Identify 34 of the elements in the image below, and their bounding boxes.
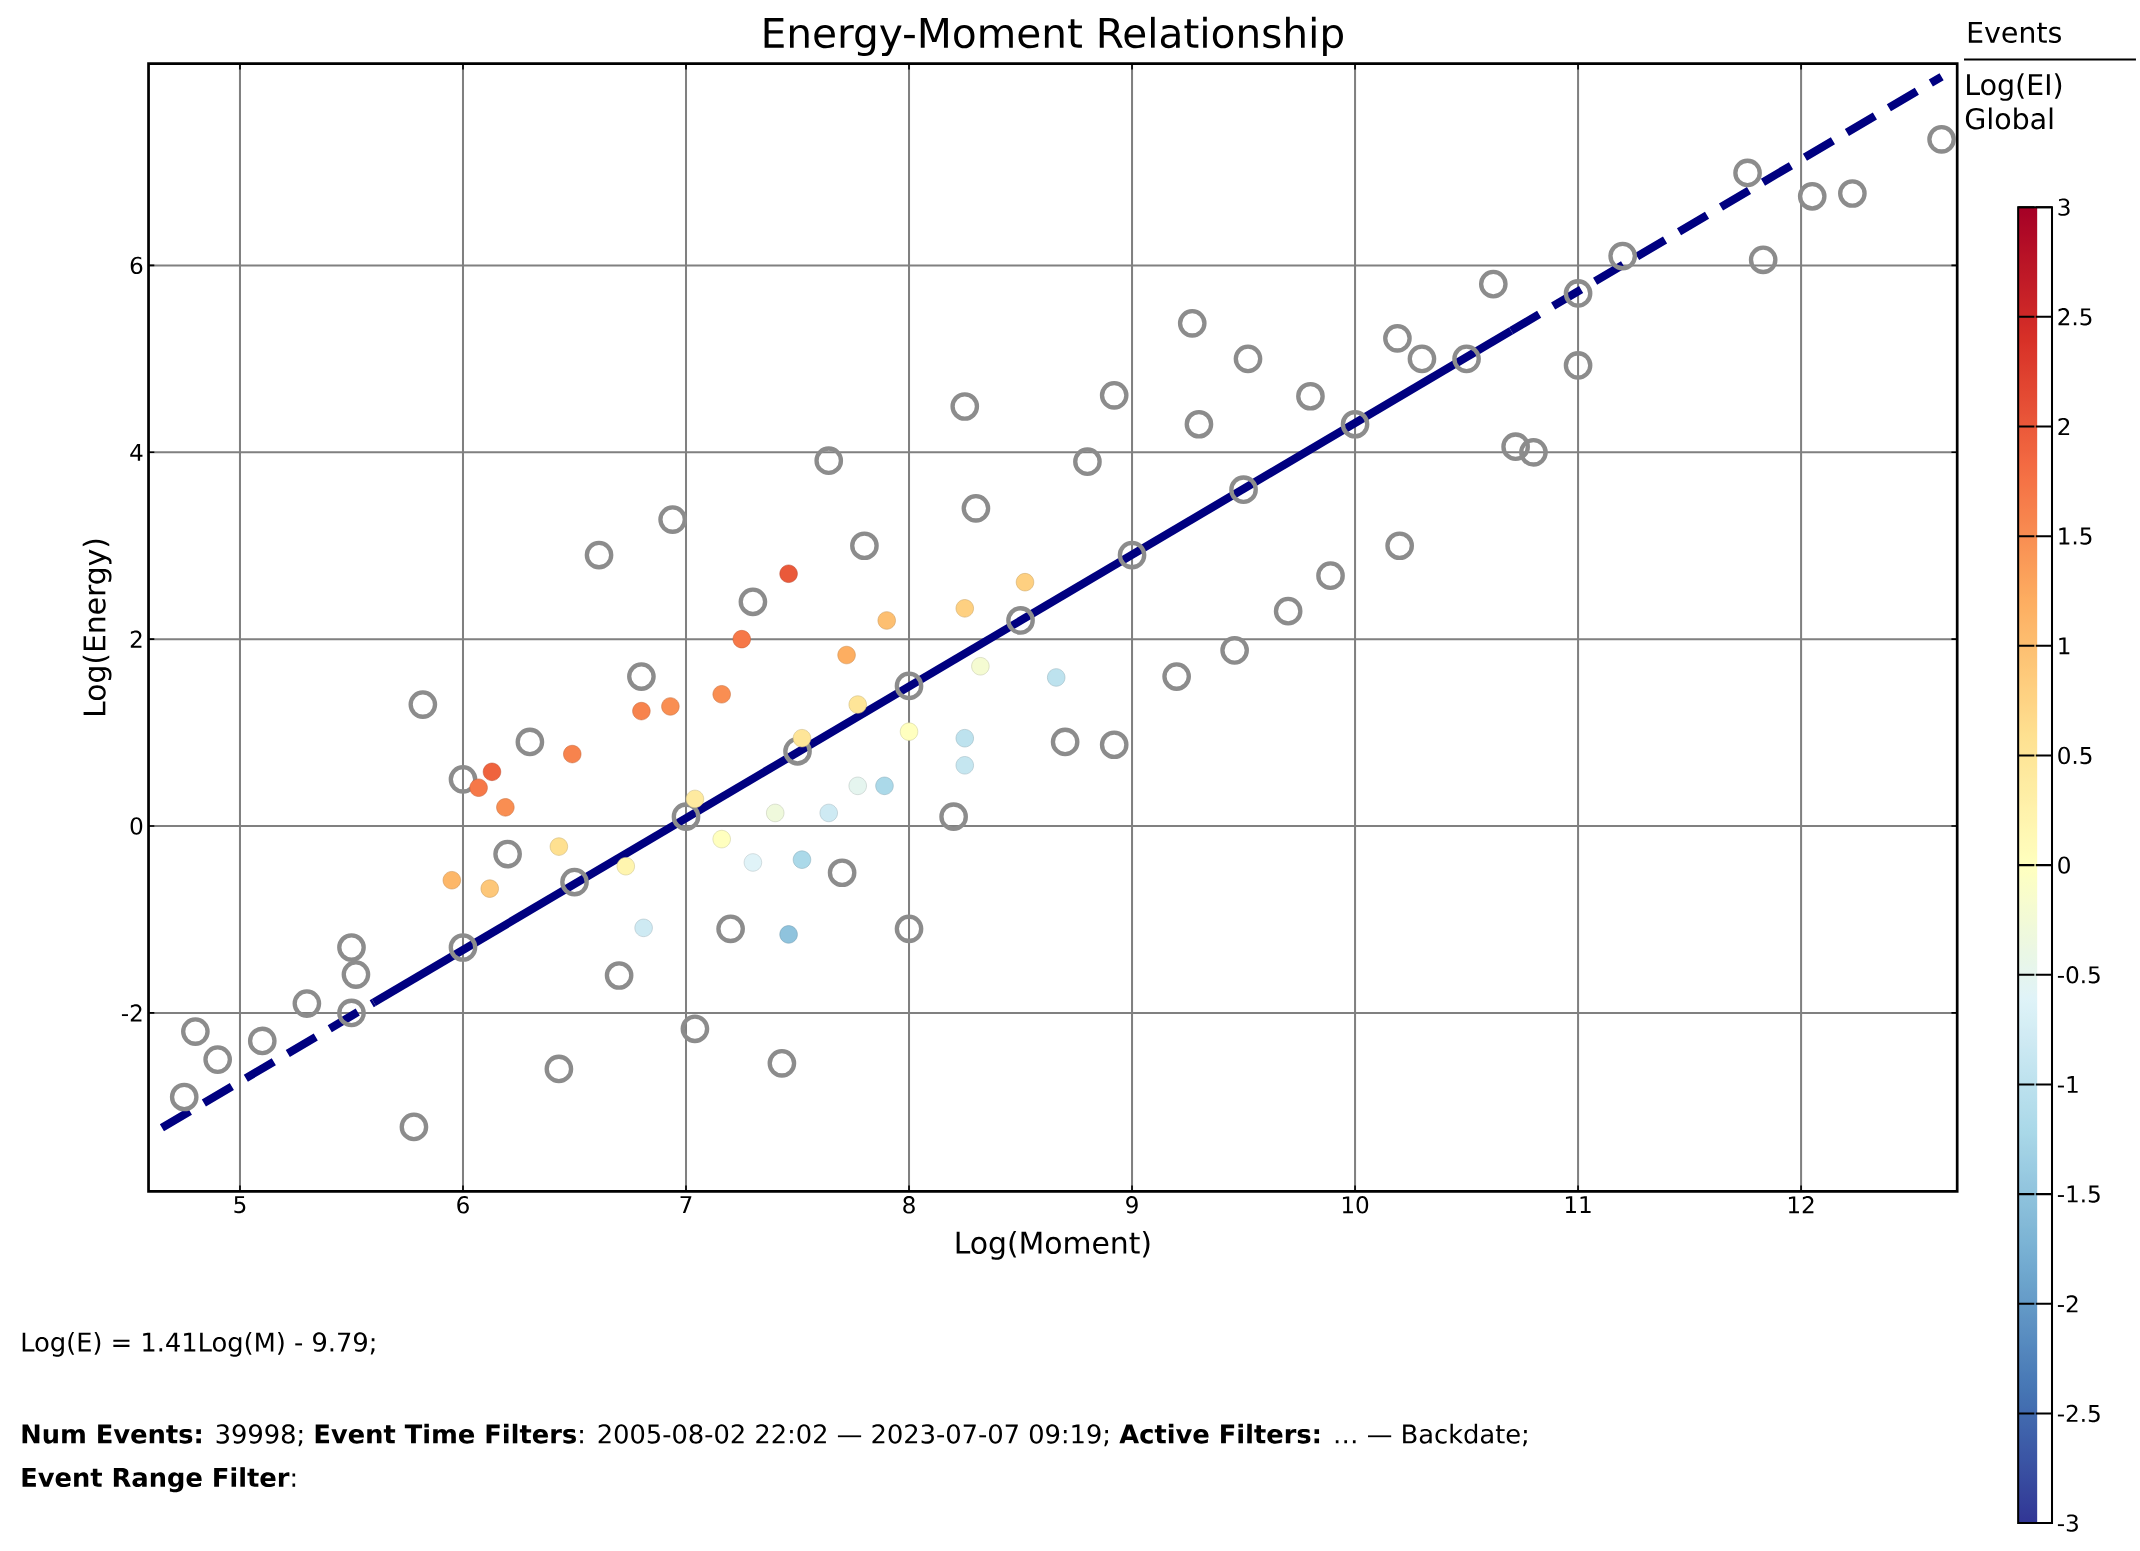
- x-tick-label: 9: [1126, 1195, 1138, 1214]
- color-bar-label: 1: [2059, 637, 2070, 654]
- x-tick-label: 7: [680, 1195, 692, 1213]
- color-bar-label: 1.5: [2059, 527, 2092, 545]
- color-bar-label: -2.5: [2057, 1404, 2100, 1422]
- x-tick-label: 11: [1565, 1195, 1591, 1213]
- color-bar-label: 3: [2058, 198, 2070, 216]
- color-bar-label: -0.5: [2057, 965, 2100, 984]
- y-tick-label: 6: [130, 256, 143, 274]
- text: Num Events: 39998; Event Time Filters: 2005-08-02 22:02 — 2023-07-07 09:19; Active Filters: … — Backdate;: [22, 1423, 1527, 1447]
- color-bar-label: -1: [2057, 1075, 2078, 1093]
- text: Event Range Filter:: [22, 1466, 296, 1493]
- y-tick-label: 4: [130, 443, 143, 461]
- color-bar-label: 2: [2058, 417, 2070, 435]
- x-tick-label: 10: [1342, 1195, 1369, 1214]
- color-bar-label: 2.5: [2058, 307, 2092, 326]
- color-bar-label: -3: [2057, 1514, 2078, 1532]
- color-bar-label: -2: [2057, 1294, 2078, 1313]
- chart-title: Energy-Moment Relationship: [764, 16, 1343, 56]
- text: Log(E) = 1.41Log(M) - 9.79;: [22, 1331, 375, 1357]
- x-tick-label: 5: [234, 1195, 246, 1213]
- color-bar-label: 0: [2058, 856, 2070, 874]
- x-tick-label: 8: [903, 1195, 915, 1214]
- x-tick-label: 12: [1788, 1195, 1814, 1213]
- y-tick-label: 2: [130, 630, 142, 648]
- x-axis-title: Log(Moment): [956, 1230, 1150, 1260]
- color-bar-label: 0.5: [2058, 746, 2092, 764]
- x-tick-label: 6: [457, 1195, 469, 1214]
- y-axis-title: Log(Energy): [82, 539, 112, 715]
- legend-title: Events: [1968, 21, 2061, 43]
- y-tick-label: 0: [130, 817, 143, 835]
- color-bar-label: -1.5: [2057, 1185, 2100, 1203]
- y-tick-label: -2: [121, 1004, 142, 1022]
- color-bar-title: Log(EI) Global: [1965, 73, 2062, 130]
